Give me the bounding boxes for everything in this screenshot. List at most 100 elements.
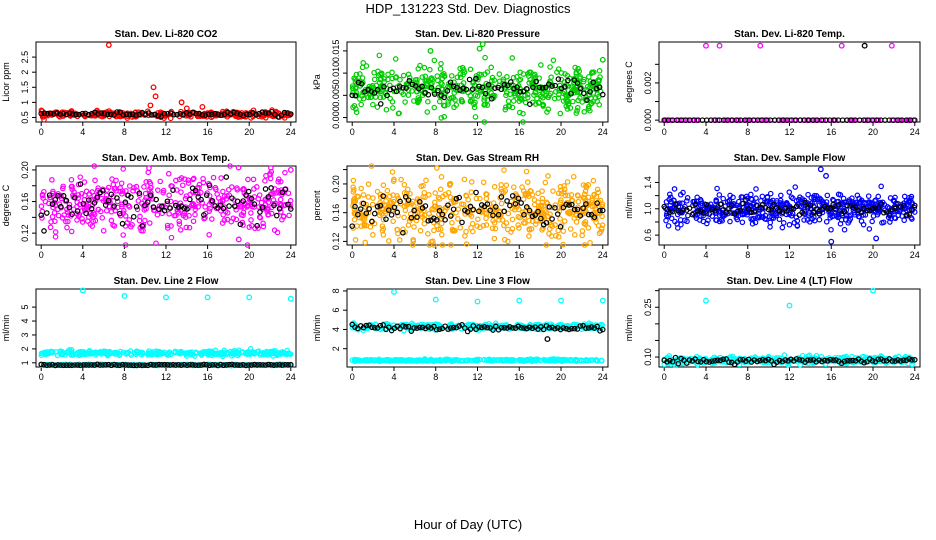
- panel-4-point: [529, 213, 536, 220]
- panel-1-point: [390, 105, 396, 111]
- panel-1-point: [564, 98, 571, 105]
- panel-0-point: [171, 111, 177, 118]
- panel-4-point: [504, 198, 510, 204]
- panel-0-point: [57, 114, 63, 120]
- panel-4-point: [545, 173, 551, 179]
- panel-1-point: [577, 95, 583, 101]
- panel-3-point: [220, 188, 226, 195]
- panel-3-point: [268, 185, 274, 191]
- panel-3-point: [157, 178, 164, 185]
- panel-3-point: [88, 205, 95, 212]
- panel-4-point: [540, 203, 546, 209]
- panel-4-point: [565, 192, 571, 199]
- panel-1-point: [501, 81, 508, 88]
- panel-3-point: [183, 224, 190, 231]
- panel-0-point: [164, 110, 171, 117]
- panel-3-ytick-label: 0.16: [20, 193, 30, 211]
- panel-0-point: [155, 112, 161, 119]
- panel-4-point: [350, 177, 357, 184]
- panel-6-xtick-label: 12: [161, 372, 171, 382]
- panel-7-ytick-label: 8: [331, 288, 341, 293]
- panel-1-point: [425, 98, 431, 105]
- panel-3-point: [250, 176, 257, 183]
- panel-4-point: [391, 204, 398, 211]
- panel-4-point: [361, 222, 368, 229]
- panel-4-point: [411, 207, 417, 214]
- panel-1-point: [374, 104, 381, 110]
- panel-3-point: [286, 212, 292, 219]
- panel-1-point: [571, 80, 577, 86]
- panel-4-point: [436, 211, 442, 218]
- panel-4-point: [473, 195, 480, 202]
- panel-1-point: [572, 64, 578, 71]
- panel-0-outlier-point: [147, 102, 154, 109]
- panel-3-point: [176, 176, 183, 183]
- panel-3-point: [248, 210, 254, 216]
- panel-7-xtick-label: 0: [350, 372, 355, 382]
- panel-3-point: [100, 227, 107, 234]
- panel-4-point: [501, 208, 508, 215]
- panel-4-ylabel: percent: [312, 190, 322, 221]
- panel-3-point: [202, 204, 208, 210]
- panel-4-point: [369, 201, 376, 208]
- panel-5-point: [720, 195, 726, 202]
- panel-6-ytick-label: 2: [20, 346, 30, 351]
- panel-1-point: [537, 91, 543, 98]
- panel-8-outlier-point: [786, 302, 793, 309]
- panel-0-point: [98, 110, 105, 116]
- panel-1-point: [532, 88, 539, 95]
- panel-3-point: [209, 197, 216, 204]
- panel-5-point: [738, 194, 745, 200]
- panel-3-point: [69, 186, 76, 193]
- panel-3-point: [142, 190, 149, 197]
- panel-3-point: [243, 192, 249, 198]
- panel-3-point: [190, 218, 197, 225]
- panel-4-point: [583, 201, 589, 207]
- panel-5-point: [892, 215, 899, 222]
- panel-3-point: [108, 217, 115, 224]
- panel-4-point: [468, 179, 475, 185]
- panel-4-point: [515, 195, 522, 202]
- panel-3-point: [253, 184, 260, 190]
- panel-4-point: [379, 223, 386, 229]
- panel-6-outlier-point: [204, 294, 211, 301]
- panel-1-point: [560, 98, 567, 104]
- panel-4-point: [357, 206, 364, 212]
- panel-1-point: [424, 109, 431, 115]
- panel-0-point: [120, 112, 127, 118]
- panel-1-point: [509, 55, 516, 61]
- panel-5-point: [798, 204, 805, 210]
- panel-4-point: [583, 184, 590, 191]
- panel-1-point: [439, 81, 445, 87]
- panel-1-point: [533, 78, 539, 85]
- panel-4-point: [579, 228, 586, 234]
- panel-1-point: [571, 89, 577, 96]
- panel-4-point: [529, 192, 536, 198]
- panel-3-xtick-label: 16: [203, 250, 213, 260]
- panel-1-point: [352, 78, 359, 85]
- panel-4-point: [516, 225, 522, 231]
- panel-3-point: [52, 234, 59, 240]
- panel-1-point: [564, 83, 571, 89]
- panel-1-point: [431, 91, 438, 97]
- panel-1-point: [520, 110, 526, 117]
- panel-3-point: [287, 206, 294, 212]
- panel-3-point: [119, 188, 126, 194]
- panel-4-point: [473, 189, 479, 196]
- panel-1-point: [587, 89, 593, 95]
- panel-2-xtick-label: 16: [826, 127, 836, 137]
- panel-4-point: [532, 212, 539, 218]
- panel-4-point: [520, 220, 527, 226]
- panel-1-point: [482, 71, 488, 77]
- panel-1-point: [589, 69, 595, 76]
- panel-4-point: [564, 179, 571, 185]
- panel-3-point: [102, 202, 109, 208]
- panel-4-point: [402, 193, 409, 200]
- panel-0-point: [183, 110, 190, 116]
- panel-3-point: [226, 203, 232, 209]
- panel-7-ytick-label: 4: [331, 327, 341, 332]
- panel-1-point: [577, 74, 583, 80]
- panel-4-point: [507, 202, 513, 209]
- panel-1-point: [484, 102, 491, 108]
